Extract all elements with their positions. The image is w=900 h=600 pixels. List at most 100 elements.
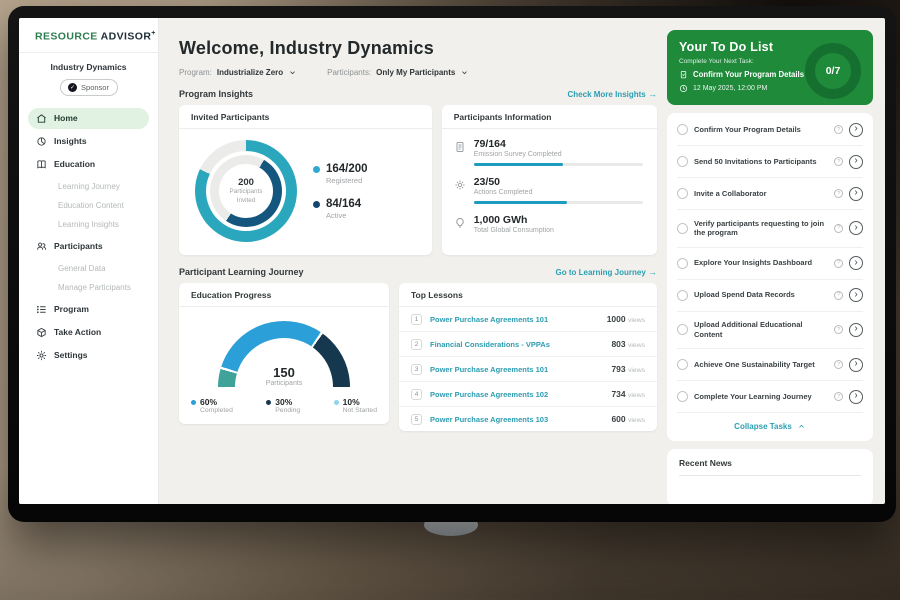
task-label: Upload Spend Data Records bbox=[694, 290, 795, 300]
legend-dot bbox=[313, 200, 320, 208]
program-dropdown[interactable]: Program: Industrialize Zero bbox=[179, 68, 297, 77]
task-checkbox[interactable] bbox=[677, 324, 688, 336]
info-icon[interactable]: ? bbox=[834, 125, 843, 134]
sidebar: RESOURCE ADVISOR+ Industry Dynamics ✓ Sp… bbox=[19, 18, 159, 504]
task-checkbox[interactable] bbox=[677, 257, 688, 269]
go-to-learning-journey-link[interactable]: Go to Learning Journey → bbox=[556, 267, 657, 277]
legend-label: Active bbox=[326, 210, 347, 220]
info-icon[interactable]: ? bbox=[834, 392, 843, 401]
legend-label: Pending bbox=[275, 407, 301, 414]
sidebar-item-label: Participants bbox=[54, 241, 103, 251]
info-icon[interactable]: ? bbox=[834, 360, 843, 369]
divider bbox=[679, 475, 861, 476]
task-go-button[interactable]: › bbox=[849, 122, 863, 137]
donut-cover bbox=[219, 164, 273, 218]
participants-dropdown[interactable]: Participants: Only My Participants bbox=[327, 68, 469, 77]
task-row: Explore Your Insights Dashboard ? › bbox=[677, 248, 863, 280]
take-action-icon bbox=[37, 327, 46, 337]
sidebar-item-participants[interactable]: Participants bbox=[28, 236, 149, 257]
todo-due: 12 May 2025, 12:00 PM bbox=[679, 84, 861, 93]
info-icon[interactable]: ? bbox=[834, 290, 843, 300]
sidebar-item-learning-insights[interactable]: Learning Insights bbox=[58, 219, 119, 229]
sidebar-item-insights[interactable]: Insights bbox=[28, 131, 149, 152]
info-icon[interactable]: ? bbox=[834, 189, 843, 198]
sidebar-item-general-data[interactable]: General Data bbox=[58, 263, 106, 273]
sidebar-item-education-content[interactable]: Education Content bbox=[58, 200, 124, 210]
sidebar-item-learning-journey[interactable]: Learning Journey bbox=[58, 181, 120, 191]
sidebar-item-program[interactable]: Program bbox=[28, 299, 149, 320]
lesson-link[interactable]: Power Purchase Agreements 101 bbox=[430, 364, 549, 374]
task-row: Achieve One Sustainability Target ? › bbox=[677, 349, 863, 381]
todo-next-task: Confirm Your Program Details bbox=[679, 70, 861, 79]
lesson-rank: 3 bbox=[411, 363, 422, 375]
legend-item-not-started: 10% Not Started bbox=[333, 397, 377, 414]
legend-value: 60% bbox=[200, 397, 218, 407]
lesson-link[interactable]: Power Purchase Agreements 102 bbox=[430, 389, 549, 399]
app-logo[interactable]: RESOURCE ADVISOR+ bbox=[19, 18, 158, 53]
survey-icon bbox=[456, 142, 464, 152]
logo-advisor: ADVISOR bbox=[100, 30, 152, 43]
task-checkbox[interactable] bbox=[677, 124, 688, 135]
invited-participants-card: Invited Participants 200 Participants In… bbox=[179, 105, 432, 255]
task-checkbox[interactable] bbox=[677, 188, 688, 199]
sidebar-item-take-action[interactable]: Take Action bbox=[28, 322, 149, 343]
lesson-link[interactable]: Power Purchase Agreements 101 bbox=[430, 314, 549, 324]
task-label: Upload Additional Educational Content bbox=[694, 320, 803, 339]
sidebar-item-label: Program bbox=[54, 304, 89, 314]
clipboard-icon bbox=[680, 71, 687, 79]
info-icon[interactable]: ? bbox=[834, 325, 843, 335]
legend-value: 10% bbox=[342, 397, 360, 407]
learning-journey-header: Participant Learning Journey Go to Learn… bbox=[179, 267, 657, 277]
main-area: Welcome, Industry Dynamics Program: Indu… bbox=[159, 18, 885, 504]
task-go-button[interactable]: › bbox=[849, 154, 863, 169]
task-go-button[interactable]: › bbox=[849, 256, 863, 270]
task-row: Confirm Your Program Details ? › bbox=[677, 114, 863, 146]
sidebar-item-manage-participants[interactable]: Manage Participants bbox=[58, 282, 131, 292]
sidebar-item-home[interactable]: Home bbox=[28, 107, 149, 129]
collapse-tasks-link[interactable]: Collapse Tasks bbox=[677, 413, 863, 437]
lesson-row: 3 Power Purchase Agreements 101 793 view… bbox=[399, 357, 657, 382]
task-go-button[interactable]: › bbox=[849, 186, 863, 201]
lesson-rank: 2 bbox=[411, 338, 422, 350]
info-icon[interactable]: ? bbox=[834, 157, 843, 166]
top-lessons-card: Top Lessons 1 Power Purchase Agreements … bbox=[399, 283, 657, 431]
insights-icon bbox=[37, 136, 46, 146]
participants-label: Participants: bbox=[327, 68, 372, 77]
task-go-button[interactable]: › bbox=[849, 389, 863, 404]
task-checkbox[interactable] bbox=[677, 391, 688, 402]
logo-resource: RESOURCE bbox=[35, 30, 98, 43]
legend-item-active: 84/164 Active bbox=[313, 198, 368, 220]
sidebar-item-label: Take Action bbox=[54, 327, 102, 337]
lesson-link[interactable]: Power Purchase Agreements 103 bbox=[430, 414, 549, 424]
sidebar-item-education[interactable]: Education bbox=[28, 154, 149, 175]
info-icon[interactable]: ? bbox=[834, 258, 843, 268]
task-go-button[interactable]: › bbox=[849, 288, 863, 302]
card-title: Education Progress bbox=[179, 283, 389, 307]
gauge-center-value: 150 bbox=[273, 365, 295, 380]
sidebar-item-settings[interactable]: Settings bbox=[28, 345, 149, 366]
task-row: Complete Your Learning Journey ? › bbox=[677, 381, 863, 413]
task-label: Confirm Your Program Details bbox=[694, 124, 801, 134]
actions-icon bbox=[455, 180, 465, 190]
lesson-rank: 5 bbox=[411, 413, 422, 425]
lesson-row: 5 Power Purchase Agreements 103 600 view… bbox=[399, 407, 657, 431]
lesson-views-suffix: views bbox=[628, 342, 645, 349]
invited-participants-donut-chart: 200 Participants Invited bbox=[195, 140, 297, 242]
task-checkbox[interactable] bbox=[677, 359, 688, 370]
stat-label: Actions Completed bbox=[473, 189, 533, 196]
task-checkbox[interactable] bbox=[677, 289, 688, 301]
lesson-link[interactable]: Financial Considerations - VPPAs bbox=[430, 339, 550, 349]
info-icon[interactable]: ? bbox=[834, 223, 843, 233]
program-insights-header: Program Insights Check More Insights → bbox=[179, 89, 657, 99]
monitor-bezel: RESOURCE ADVISOR+ Industry Dynamics ✓ Sp… bbox=[8, 6, 896, 522]
task-go-button[interactable]: › bbox=[849, 322, 863, 337]
task-label: Invite a Collaborator bbox=[694, 188, 767, 198]
task-checkbox[interactable] bbox=[677, 222, 688, 234]
task-go-button[interactable]: › bbox=[849, 357, 863, 372]
chevron-down-icon bbox=[462, 71, 468, 75]
task-checkbox[interactable] bbox=[677, 156, 688, 167]
check-more-insights-link[interactable]: Check More Insights → bbox=[568, 89, 657, 99]
sponsor-badge[interactable]: ✓ Sponsor bbox=[59, 78, 118, 96]
logo-plus: + bbox=[151, 30, 156, 37]
task-go-button[interactable]: › bbox=[849, 221, 863, 236]
